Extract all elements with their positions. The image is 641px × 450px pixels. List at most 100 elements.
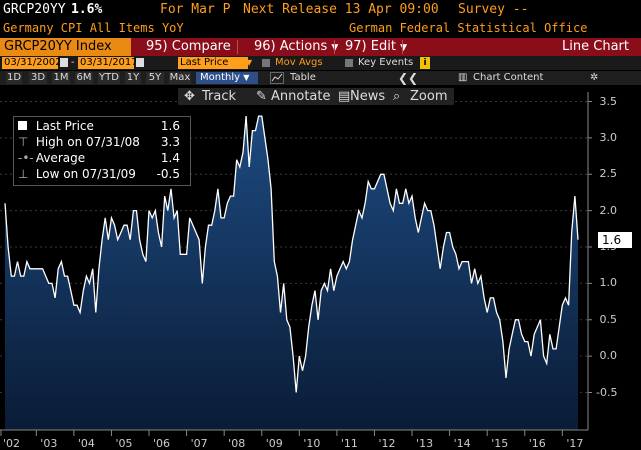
series-area (5, 116, 578, 430)
period-6m-button[interactable]: 6M (75, 72, 93, 84)
checkbox-icon[interactable] (262, 59, 270, 67)
edit-button[interactable]: 97) Edit ▼ (345, 38, 407, 56)
y-tick-label: 0.0 (596, 349, 617, 363)
period-row: 1D 3D 1M 6M YTD 1Y 5Y Max Monthly ▼ Tabl… (0, 71, 641, 85)
x-tick-label: '09 (265, 437, 283, 450)
gear-icon[interactable]: ✲ (590, 72, 599, 83)
line-chart-icon[interactable] (270, 72, 284, 84)
divider (237, 40, 238, 54)
header-row: GRCP20YY 1.6% For Mar P Next Release 13 … (0, 0, 641, 20)
current-value: 1.6% (71, 2, 103, 17)
y-tick-label: 3.0 (596, 130, 617, 144)
next-release: Next Release 13 Apr 09:00 (243, 2, 439, 17)
for-period: For Mar P (160, 2, 231, 17)
high-marker-icon: ⊤ (18, 135, 29, 149)
y-tick-label: 1.0 (596, 276, 617, 290)
low-marker-icon: ⊥ (18, 167, 29, 181)
series-line (4, 115, 579, 393)
chart-type[interactable]: Line Chart (562, 39, 629, 54)
x-tick-label: '04 (77, 437, 95, 450)
move-icon: ✥ (184, 89, 195, 104)
survey: Survey -- (458, 2, 529, 17)
x-tick-label: '12 (378, 437, 396, 450)
y-tick-label: -0.5 (596, 385, 618, 399)
dropdown-arrow-icon[interactable]: ▼ (246, 58, 253, 67)
x-tick-label: '17 (566, 437, 584, 450)
x-tick-label: '06 (153, 437, 171, 450)
period-1y-button[interactable]: 1Y (125, 72, 141, 84)
checkbox-icon[interactable] (345, 59, 353, 67)
x-tick-label: '02 (3, 437, 21, 450)
chart-area[interactable] (0, 86, 641, 450)
divider (334, 40, 335, 54)
chart-toolbar: ✥ Track ✎ Annotate ▤ News ⌕ Zoom (178, 88, 454, 105)
info-icon[interactable]: i (420, 57, 430, 69)
news-button[interactable]: News (350, 89, 386, 104)
annotate-button[interactable]: Annotate (271, 89, 331, 104)
y-tick-label: 3.5 (596, 94, 617, 108)
compare-button[interactable]: 95) Compare (146, 38, 231, 56)
news-icon: ▤ (338, 89, 351, 104)
x-tick-label: '16 (528, 437, 546, 450)
pencil-icon: ✎ (256, 89, 267, 104)
zoom-icon: ⌕ (393, 89, 401, 104)
legend-item-average: -•- Average 1.4 (18, 151, 180, 165)
axis-ticks (0, 92, 592, 436)
y-tick-label: 2.0 (596, 203, 617, 217)
y-tick-label: 2.5 (596, 167, 617, 181)
edit-label: 97) Edit (345, 39, 396, 54)
date-row: 03/31/2002 - 03/31/2017 Last Price ▼ Mov… (0, 56, 641, 70)
series-description: Germany CPI All Items YoY (3, 21, 184, 35)
x-tick-label: '11 (340, 437, 358, 450)
function-bar: GRCP20YY Index 95) Compare 96) Actions ▼… (0, 38, 641, 56)
index-field[interactable]: GRCP20YY Index (0, 38, 131, 56)
dropdown-arrow-icon: ▼ (400, 43, 407, 53)
field-selector[interactable]: Last Price (178, 57, 248, 69)
actions-button[interactable]: 96) Actions ▼ (254, 38, 338, 56)
data-source: German Federal Statistical Office (349, 21, 588, 35)
end-date-input[interactable]: 03/31/2017 (78, 57, 138, 69)
period-ytd-button[interactable]: YTD (98, 72, 120, 84)
calendar-icon[interactable] (136, 58, 144, 67)
x-tick-label: '14 (453, 437, 471, 450)
chart-content-button[interactable]: Chart Content (473, 72, 544, 83)
last-value-label: 1.6 (598, 232, 632, 248)
zoom-button[interactable]: Zoom (410, 89, 448, 104)
x-tick-label: '03 (40, 437, 58, 450)
legend-item-last-price: Last Price 1.6 (18, 118, 188, 134)
compare-label: 95) Compare (146, 39, 231, 54)
x-tick-label: '08 (228, 437, 246, 450)
period-1d-button[interactable]: 1D (6, 72, 22, 84)
table-button[interactable]: Table (290, 72, 316, 83)
collapse-icon[interactable]: ❮❮ (398, 71, 419, 85)
description-row: Germany CPI All Items YoY German Federal… (0, 20, 641, 37)
series-swatch-icon (18, 121, 27, 130)
mov-avgs-toggle[interactable]: Mov Avgs (275, 57, 323, 68)
actions-label: 96) Actions (254, 39, 328, 54)
ticker[interactable]: GRCP20YY (3, 2, 66, 17)
x-tick-label: '15 (491, 437, 509, 450)
dropdown-arrow-icon: ▼ (243, 73, 250, 82)
divider (402, 40, 403, 54)
average-marker-icon: -•- (18, 151, 34, 165)
period-1m-button[interactable]: 1M (52, 72, 70, 84)
x-tick-label: '13 (416, 437, 434, 450)
calendar-icon[interactable] (60, 58, 68, 67)
field-label: Last Price (180, 57, 229, 68)
track-button[interactable]: Track (202, 89, 237, 104)
period-3d-button[interactable]: 3D (29, 72, 47, 84)
legend-item-high: ⊤ High on 07/31/08 3.3 (18, 135, 180, 149)
legend-item-low: ⊥ Low on 07/31/09 -0.5 (18, 167, 180, 181)
legend[interactable]: Last Price 1.6 ⊤ High on 07/31/08 3.3 -•… (13, 116, 191, 186)
frequency-selector[interactable]: Monthly ▼ (196, 72, 258, 84)
key-events-toggle[interactable]: Key Events (358, 57, 414, 68)
x-tick-label: '07 (190, 437, 208, 450)
x-tick-label: '05 (115, 437, 133, 450)
start-date-input[interactable]: 03/31/2002 (2, 57, 62, 69)
period-max-button[interactable]: Max (169, 72, 191, 84)
period-5y-button[interactable]: 5Y (146, 72, 164, 84)
frequency-label: Monthly (200, 72, 241, 83)
chart-icon: ▥ (458, 72, 468, 83)
y-tick-label: 0.5 (596, 312, 617, 326)
x-tick-label: '10 (303, 437, 321, 450)
